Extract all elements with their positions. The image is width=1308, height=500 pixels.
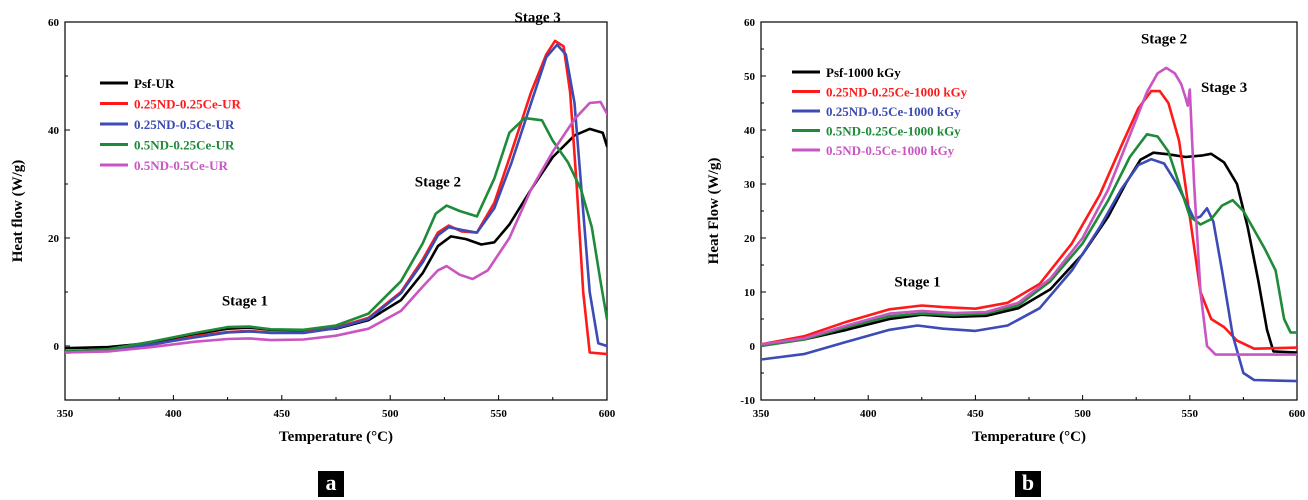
x-tick-label: 600	[1289, 408, 1306, 420]
y-tick-label: 0	[750, 341, 756, 353]
legend-label: 0.25ND-0.5Ce-1000 kGy	[826, 104, 961, 119]
y-tick-label: 0	[54, 341, 60, 353]
legend-label: 0.5ND-0.5Ce-UR	[134, 158, 228, 173]
series-line-4	[65, 116, 607, 353]
chart-panel-a: 350 400 450 500 550 600 0 20 40 60 Temperature (°C…	[10, 10, 616, 445]
legend-label: 0.25ND-0.25Ce-1000 kGy	[826, 85, 968, 100]
y-tick-label: -10	[740, 395, 755, 407]
x-tick-label: 550	[490, 408, 507, 420]
legend-label: 0.5ND-0.5Ce-1000 kGy	[826, 143, 955, 158]
legend-label: 0.25ND-0.25Ce-UR	[134, 97, 241, 112]
panel-label-a: a	[318, 471, 344, 497]
legend-label: Psf-1000 kGy	[826, 65, 901, 80]
series-line-5	[761, 66, 1297, 356]
series-line-3	[761, 157, 1297, 383]
y-tick-label: 20	[48, 233, 60, 245]
y-axis-label: Heat flow (W/g)	[10, 160, 26, 262]
stage-annotation: Stage 2	[1141, 32, 1187, 48]
x-tick-label: 450	[274, 408, 291, 420]
x-tick-label: 400	[860, 408, 877, 420]
x-tick-label: 450	[967, 408, 984, 420]
y-tick-label: 30	[744, 179, 756, 191]
legend-label: 0.5ND-0.25Ce-1000 kGy	[826, 124, 961, 139]
y-tick-label: 20	[744, 233, 756, 245]
x-axis-label: Temperature (°C)	[972, 429, 1086, 445]
x-tick-label: 350	[57, 408, 74, 420]
x-tick-label: 350	[753, 408, 770, 420]
chart-panel-b: 350 400 450 500 550 600 -10 0 10 20 30 40 50 60 Temper…	[706, 17, 1306, 445]
stage-annotation: Stage 1	[894, 275, 940, 291]
stage-annotation: Stage 2	[415, 175, 461, 191]
x-tick-label: 550	[1182, 408, 1199, 420]
legend-label: 0.5ND-0.25Ce-UR	[134, 138, 235, 153]
series-line-1	[65, 127, 607, 350]
series-line-4	[761, 133, 1297, 348]
x-tick-label: 500	[1074, 408, 1091, 420]
legend-label: Psf-UR	[134, 76, 175, 91]
stage-annotation: Stage 3	[1201, 80, 1247, 96]
panel-label-b: b	[1015, 471, 1041, 497]
series-line-5	[65, 100, 607, 354]
y-tick-label: 40	[744, 125, 756, 137]
legend: Psf-UR 0.25ND-0.25Ce-UR 0.25ND-0.5Ce-UR 0.5…	[100, 76, 241, 173]
y-tick-label: 60	[48, 17, 60, 29]
x-tick-label: 500	[382, 408, 399, 420]
x-tick-label: 600	[599, 408, 616, 420]
stage-annotation: Stage 1	[222, 294, 268, 310]
stage-annotation: Stage 3	[514, 10, 560, 26]
series-line-2	[761, 89, 1297, 350]
y-axis-label: Heat Flow (W/g)	[706, 158, 722, 265]
y-tick-label: 10	[744, 287, 756, 299]
y-tick-label: 40	[48, 125, 60, 137]
y-tick-label: 50	[744, 71, 756, 83]
series-line-3	[65, 43, 607, 353]
legend-label: 0.25ND-0.5Ce-UR	[134, 117, 235, 132]
legend: Psf-1000 kGy 0.25ND-0.25Ce-1000 kGy 0.25ND…	[792, 65, 968, 158]
y-tick-label: 60	[744, 17, 756, 29]
x-tick-label: 400	[165, 408, 182, 420]
x-axis-label: Temperature (°C)	[279, 429, 393, 445]
